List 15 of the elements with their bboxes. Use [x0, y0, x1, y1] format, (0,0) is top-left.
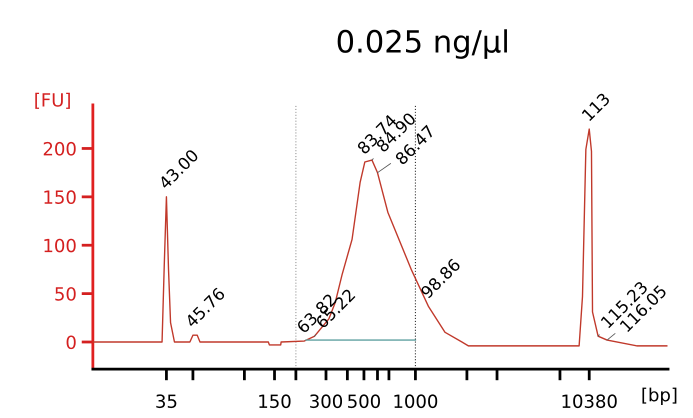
y-tick-label: 0 [66, 335, 76, 350]
annotation: 113 [581, 92, 610, 122]
x-tick-label: 10380 [562, 394, 617, 408]
x-tick-label: 35 [156, 394, 176, 408]
y-tick-label: 200 [44, 142, 76, 156]
x-tick-label: 500 [348, 394, 380, 408]
x-axis-title: [bp] [642, 388, 676, 406]
y-tick-label: 100 [44, 238, 76, 252]
y-tick-label: 50 [55, 287, 76, 301]
x-tick-label: 300 [310, 394, 342, 408]
chart-title: 0.025 ng/μl [338, 29, 507, 59]
y-tick-label: 150 [44, 190, 76, 204]
y-axis-title: [FU] [35, 92, 70, 109]
x-tick-label: 150 [259, 394, 291, 408]
x-tick-label: 1000 [394, 394, 438, 408]
